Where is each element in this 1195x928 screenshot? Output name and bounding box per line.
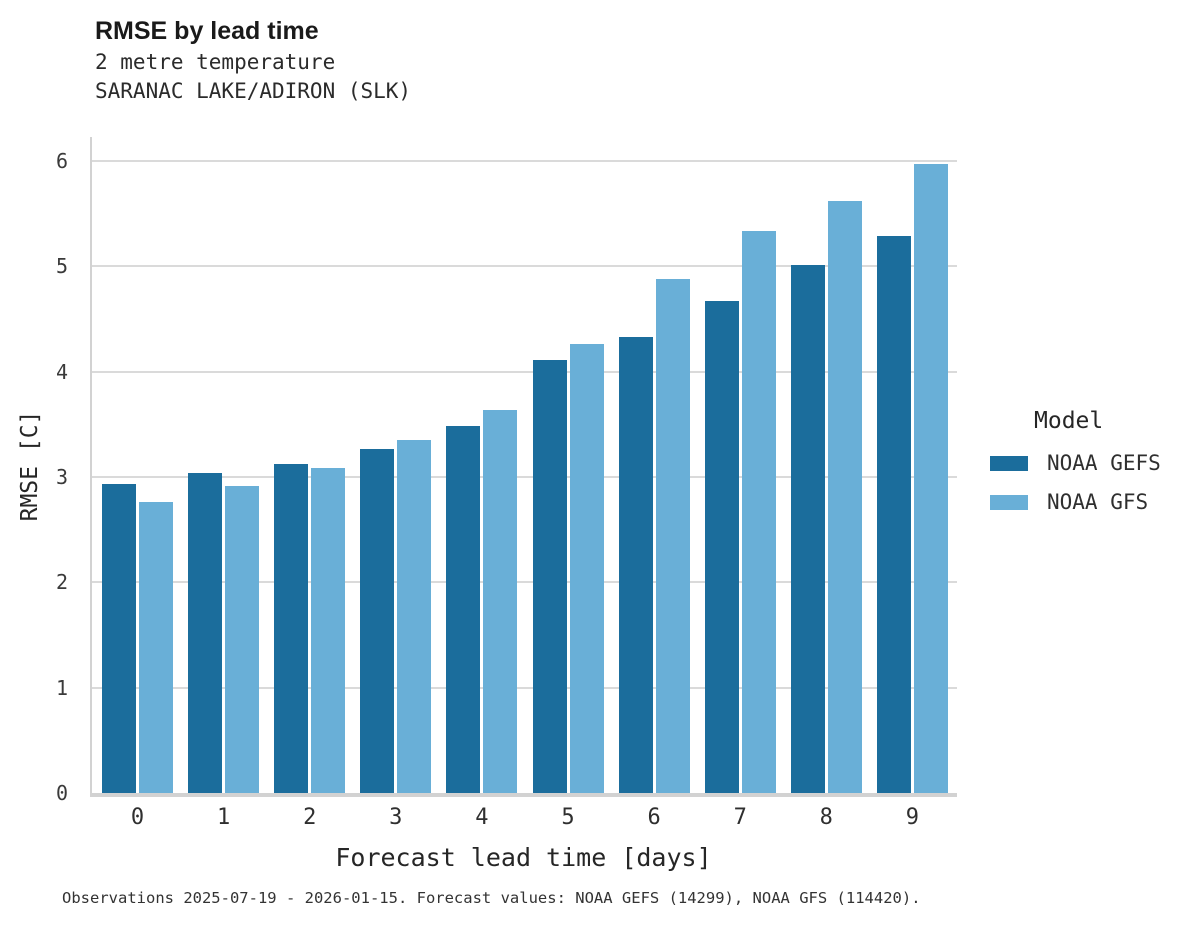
x-tick-label-4: 4	[475, 805, 489, 830]
bar-group-day-9	[876, 164, 948, 793]
y-tick-label-1: 1	[55, 675, 68, 700]
bar-noaa-gfs-day-2	[311, 467, 346, 793]
bar-noaa-gfs-day-1	[225, 486, 260, 793]
bar-noaa-gfs-day-6	[655, 278, 690, 793]
x-tick-label-5: 5	[561, 805, 575, 830]
legend-item-noaa-gfs: NOAA GFS	[990, 489, 1161, 515]
bar-group-day-5	[532, 344, 604, 793]
bar-noaa-gefs-day-1	[188, 472, 223, 793]
y-tick-label-2: 2	[55, 570, 68, 595]
bar-noaa-gefs-day-9	[876, 235, 911, 793]
bar-noaa-gefs-day-5	[532, 360, 567, 793]
caption: Observations 2025-07-19 - 2026-01-15. Fo…	[62, 889, 921, 907]
x-tick-label-9: 9	[905, 805, 920, 830]
bar-group-day-4	[446, 409, 518, 793]
bar-noaa-gefs-day-6	[618, 336, 653, 793]
x-tick-label-7: 7	[733, 805, 747, 830]
bar-noaa-gfs-day-4	[483, 409, 518, 793]
gridline-y-6	[92, 160, 957, 162]
bar-noaa-gfs-day-3	[397, 440, 432, 793]
gridline-y-1	[92, 686, 957, 689]
bar-group-day-8	[790, 201, 862, 793]
x-tick-label-1: 1	[216, 805, 231, 830]
bar-group-day-6	[618, 278, 690, 793]
bar-noaa-gfs-day-5	[569, 344, 604, 793]
y-tick-label-4: 4	[55, 359, 68, 384]
y-tick-label-6: 6	[55, 149, 68, 173]
x-tick-label-6: 6	[647, 805, 661, 830]
y-axis-tick-labels: 0 1 2 3 4 5 6	[0, 137, 84, 805]
legend-swatch-noaa-gefs	[990, 455, 1028, 471]
chart-title: RMSE by lead time	[95, 17, 319, 45]
bar-noaa-gefs-day-7	[704, 301, 739, 793]
bar-group-day-1	[188, 472, 260, 793]
legend: Model NOAA GEFS NOAA GFS	[990, 408, 1161, 528]
legend-item-noaa-gefs: NOAA GEFS	[990, 450, 1161, 476]
gridline-y-4	[92, 370, 957, 373]
legend-swatch-noaa-gfs	[990, 494, 1028, 510]
bar-noaa-gefs-day-0	[102, 484, 136, 793]
x-axis-title: Forecast lead time [days]	[335, 843, 712, 872]
bar-noaa-gefs-day-4	[446, 426, 481, 793]
legend-title: Model	[1034, 408, 1104, 434]
bar-noaa-gfs-day-9	[913, 164, 948, 793]
legend-label-noaa-gefs: NOAA GEFS	[1047, 451, 1161, 475]
x-axis-line	[90, 793, 957, 797]
gridline-y-2	[92, 581, 957, 584]
gridline-y-5	[92, 265, 957, 268]
x-axis-tick-labels: 0 1 2 3 4 5 6 7 8 9	[92, 804, 957, 834]
chart-subtitle-variable: 2 metre temperature	[95, 50, 336, 74]
bar-noaa-gefs-day-8	[790, 265, 825, 793]
bar-group-day-7	[704, 230, 776, 793]
bar-noaa-gefs-day-2	[274, 464, 309, 793]
y-tick-label-5: 5	[55, 254, 68, 279]
legend-label-noaa-gfs: NOAA GFS	[1047, 490, 1149, 514]
bar-noaa-gfs-day-8	[827, 201, 862, 793]
chart-header: RMSE by lead time 2 metre temperature SA…	[95, 14, 411, 106]
bar-group-day-0	[102, 484, 173, 793]
gridline-y-3	[92, 476, 957, 478]
y-tick-label-0: 0	[55, 781, 68, 805]
bar-noaa-gefs-day-3	[360, 448, 395, 793]
bar-noaa-gfs-day-7	[741, 230, 776, 793]
bar-group-day-3	[360, 440, 432, 793]
plot-area	[90, 137, 957, 797]
y-tick-label-3: 3	[55, 465, 68, 489]
x-tick-label-3: 3	[389, 805, 403, 830]
bar-group-day-2	[274, 464, 346, 793]
x-tick-label-8: 8	[819, 805, 833, 830]
x-tick-label-0: 0	[130, 805, 145, 830]
legend-items: NOAA GEFS NOAA GFS	[990, 450, 1161, 515]
x-tick-label-2: 2	[303, 805, 317, 830]
bar-noaa-gfs-day-0	[139, 502, 173, 793]
chart-subtitle-station: SARANAC LAKE/ADIRON (SLK)	[95, 79, 412, 103]
